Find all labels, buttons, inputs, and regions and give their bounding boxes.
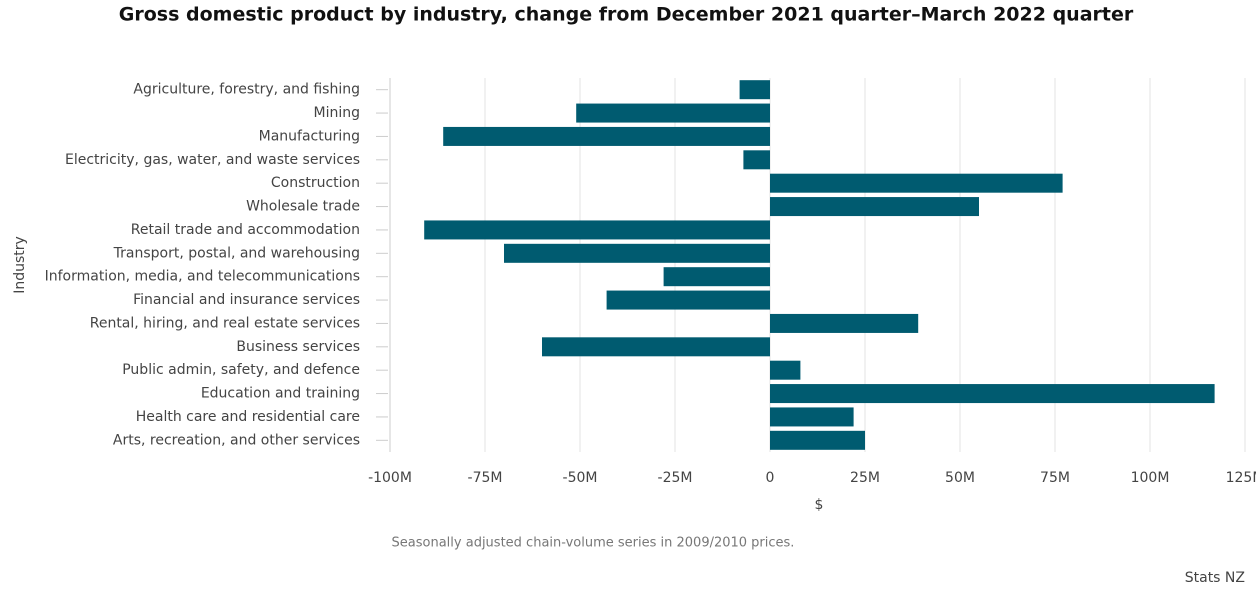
x-axis-label: $ [815, 497, 824, 513]
x-tick-label: -100M [368, 470, 412, 486]
y-tick-label: Retail trade and accommodation [131, 222, 360, 238]
bar [424, 220, 770, 240]
y-tick-label: Agriculture, forestry, and fishing [133, 82, 360, 98]
y-tick-label: Information, media, and telecommunicatio… [45, 269, 360, 285]
bar [770, 360, 801, 380]
x-tick-label: 125M [1226, 470, 1256, 486]
y-tick-label: Electricity, gas, water, and waste servi… [65, 152, 360, 168]
y-tick-label: Construction [271, 175, 360, 191]
bar [770, 313, 919, 333]
y-tick-label: Transport, postal, and warehousing [113, 245, 360, 261]
bar [770, 173, 1063, 193]
bar [542, 337, 770, 357]
x-tick-label: 0 [766, 470, 775, 486]
bar [770, 430, 865, 450]
bar [663, 267, 770, 287]
bar [739, 80, 770, 100]
bar [770, 197, 979, 217]
source: Stats NZ [1185, 570, 1245, 586]
x-tick-label: -75M [468, 470, 503, 486]
y-tick-label: Wholesale trade [246, 199, 360, 215]
x-tick-label: 75M [1040, 470, 1070, 486]
bar [606, 290, 770, 310]
bar [743, 150, 770, 170]
chart-title: Gross domestic product by industry, chan… [119, 4, 1134, 26]
x-tick-label: -50M [563, 470, 598, 486]
y-tick-label: Financial and insurance services [133, 292, 360, 308]
y-tick-label: Arts, recreation, and other services [113, 432, 360, 448]
y-tick-label: Public admin, safety, and defence [122, 362, 360, 378]
y-tick-label: Rental, hiring, and real estate services [90, 315, 360, 331]
bar [770, 384, 1215, 404]
bar [504, 243, 770, 263]
bar [576, 103, 770, 123]
x-tick-label: 25M [850, 470, 880, 486]
y-tick-label: Business services [236, 339, 360, 355]
note: Seasonally adjusted chain-volume series … [392, 536, 795, 551]
y-axis-label: Industry [12, 236, 28, 294]
y-tick-label: Manufacturing [259, 128, 360, 144]
y-tick-label: Health care and residential care [136, 409, 360, 425]
x-tick-label: 100M [1131, 470, 1170, 486]
x-tick-label: 50M [945, 470, 975, 486]
bar [770, 407, 854, 427]
y-tick-label: Education and training [201, 386, 360, 402]
bar [443, 126, 770, 146]
y-tick-label: Mining [314, 105, 361, 121]
x-tick-label: -25M [658, 470, 693, 486]
